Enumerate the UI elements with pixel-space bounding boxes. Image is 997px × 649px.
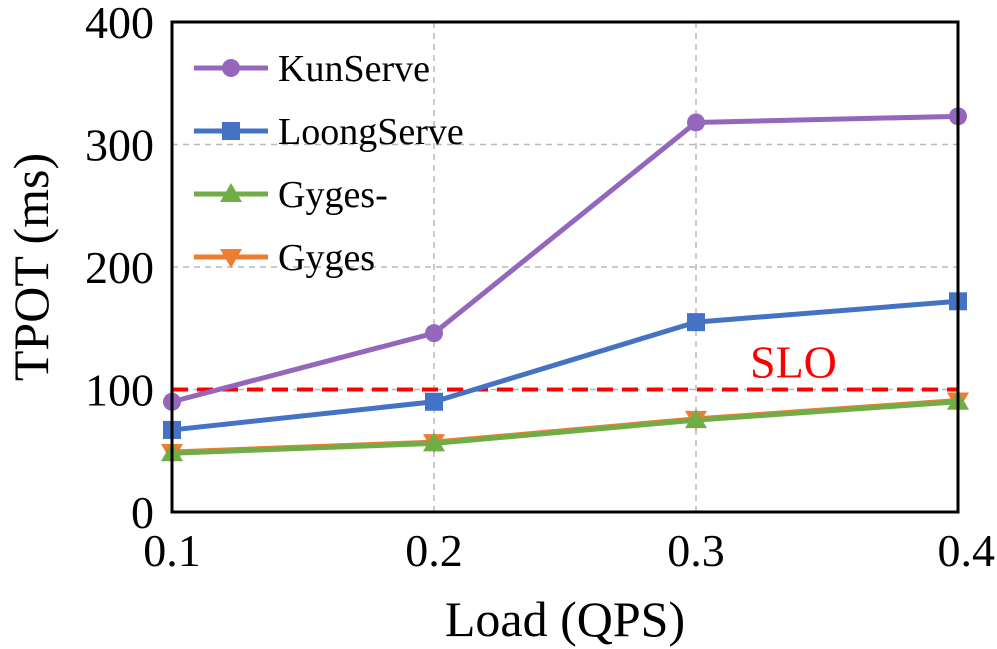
x-tick-label-0: 0.1 <box>143 525 201 576</box>
series-group <box>161 107 969 463</box>
y-tick-label-1: 100 <box>85 365 154 416</box>
series-line-kunserve <box>171 113 959 405</box>
series-line-gyges-minus <box>171 399 959 456</box>
series-gyges-minus <box>161 390 969 462</box>
x-tick-label-2: 0.3 <box>667 525 725 576</box>
legend-marker-loongserve <box>222 122 240 140</box>
y-tick-label-0: 0 <box>131 487 154 538</box>
y-axis-title: TPOT (ms) <box>3 153 59 381</box>
data-point-loongserve-2 <box>687 313 705 332</box>
slo-label: SLO <box>750 337 837 388</box>
y-tick-labels: 0 100 200 300 400 <box>85 0 154 538</box>
legend-marker-gyges <box>220 249 242 268</box>
series-line-loongserve <box>171 298 959 433</box>
legend-marker-kunserve <box>222 59 240 77</box>
series-gyges <box>161 392 969 463</box>
series-loongserve <box>163 292 967 439</box>
y-tick-label-2: 200 <box>85 242 154 293</box>
legend-item-gyges: Gyges <box>194 237 375 279</box>
legend-label-kunserve: KunServe <box>278 48 430 90</box>
legend-label-gyges: Gyges <box>278 237 375 279</box>
y-tick-label-3: 300 <box>85 120 154 171</box>
x-axis-title: Load (QPS) <box>445 591 685 647</box>
series-kunserve <box>163 107 967 411</box>
legend-item-gyges-minus: Gyges- <box>194 174 388 216</box>
plot-frame <box>170 20 960 514</box>
legend-label-gyges-minus: Gyges- <box>278 174 388 216</box>
data-point-kunserve-2 <box>687 113 705 132</box>
data-point-gyges-minus-1 <box>423 432 445 452</box>
data-point-kunserve-1 <box>425 324 443 343</box>
legend-item-loongserve: LoongServe <box>194 111 464 153</box>
legend-marker-gyges-minus <box>220 183 242 202</box>
x-tick-labels: 0.1 0.2 0.3 0.4 <box>143 525 995 576</box>
legend: KunServe LoongServe Gyges- Gyges <box>194 48 464 279</box>
legend-item-kunserve: KunServe <box>194 48 430 90</box>
x-tick-label-3: 0.4 <box>938 525 996 576</box>
x-tick-label-1: 0.2 <box>405 525 463 576</box>
legend-label-loongserve: LoongServe <box>278 111 464 153</box>
data-point-loongserve-1 <box>425 392 443 411</box>
data-point-gyges-minus-2 <box>685 409 707 429</box>
y-tick-label-4: 400 <box>85 0 154 48</box>
